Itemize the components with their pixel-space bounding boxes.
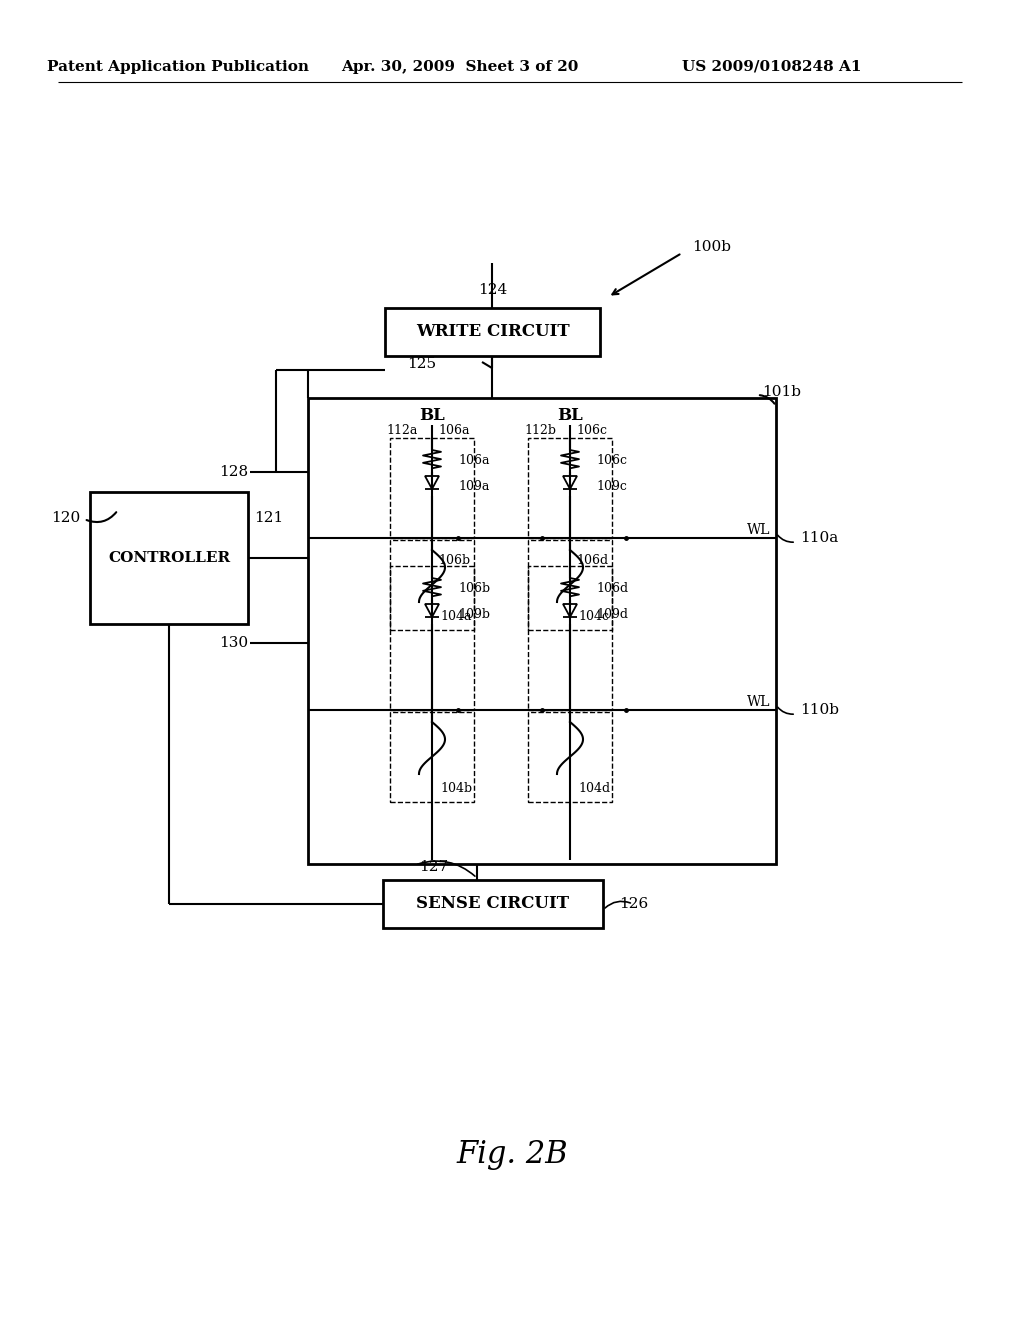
Text: 126: 126 <box>618 898 648 911</box>
Text: WRITE CIRCUIT: WRITE CIRCUIT <box>416 323 569 341</box>
Text: 128: 128 <box>219 465 248 479</box>
Text: 110a: 110a <box>800 531 839 545</box>
Bar <box>390 540 474 630</box>
Text: 101b: 101b <box>762 385 801 399</box>
Text: SENSE CIRCUIT: SENSE CIRCUIT <box>417 895 569 912</box>
Text: 130: 130 <box>219 636 248 649</box>
Text: BL: BL <box>419 407 444 424</box>
Text: 104b: 104b <box>440 781 472 795</box>
Bar <box>390 438 474 539</box>
Text: BL: BL <box>557 407 583 424</box>
Text: 100b: 100b <box>692 240 731 253</box>
Text: 106d: 106d <box>596 582 628 595</box>
Text: 109b: 109b <box>458 607 490 620</box>
Bar <box>385 308 600 356</box>
Bar <box>90 492 248 624</box>
Text: 110b: 110b <box>800 704 839 717</box>
Text: Fig. 2B: Fig. 2B <box>456 1139 568 1171</box>
Text: US 2009/0108248 A1: US 2009/0108248 A1 <box>682 59 862 74</box>
Text: 106d: 106d <box>575 554 608 568</box>
Text: 106b: 106b <box>458 582 490 595</box>
Text: 104d: 104d <box>578 781 610 795</box>
Text: 109c: 109c <box>596 479 627 492</box>
Text: 106a: 106a <box>458 454 489 467</box>
Text: 106b: 106b <box>438 554 470 568</box>
Text: 125: 125 <box>407 356 436 371</box>
Text: WL: WL <box>746 523 770 537</box>
Text: 106c: 106c <box>596 454 627 467</box>
Text: 106c: 106c <box>575 424 607 437</box>
Text: 109a: 109a <box>458 479 489 492</box>
Text: 104c: 104c <box>578 610 609 623</box>
Bar <box>528 711 612 803</box>
Text: 127: 127 <box>419 861 449 874</box>
Text: 124: 124 <box>478 282 507 297</box>
Text: 106a: 106a <box>438 424 469 437</box>
Text: Patent Application Publication: Patent Application Publication <box>47 59 309 74</box>
Bar <box>383 880 603 928</box>
Text: 120: 120 <box>51 511 80 525</box>
Bar <box>390 711 474 803</box>
Text: Apr. 30, 2009  Sheet 3 of 20: Apr. 30, 2009 Sheet 3 of 20 <box>341 59 579 74</box>
Text: 104a: 104a <box>440 610 471 623</box>
Text: 112b: 112b <box>524 424 556 437</box>
Text: 112a: 112a <box>387 424 418 437</box>
Bar <box>528 438 612 539</box>
Text: WL: WL <box>746 696 770 709</box>
Text: 109d: 109d <box>596 607 628 620</box>
Bar <box>308 399 776 865</box>
Text: 121: 121 <box>254 511 284 525</box>
Text: CONTROLLER: CONTROLLER <box>108 550 230 565</box>
Bar <box>390 566 474 710</box>
Bar <box>528 540 612 630</box>
Bar <box>528 566 612 710</box>
